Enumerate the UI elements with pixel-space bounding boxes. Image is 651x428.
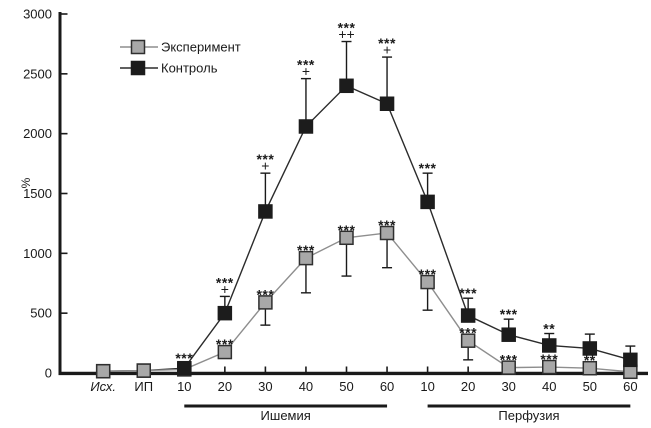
data-point-marker	[542, 359, 557, 375]
x-tick-label: 10	[420, 379, 434, 394]
y-tick-label: 1000	[23, 246, 52, 261]
significance-annotation: +	[261, 158, 269, 174]
significance-annotation: ***	[297, 242, 315, 258]
x-tick-label: ИП	[134, 379, 153, 394]
x-tick-label: 10	[177, 379, 191, 394]
data-point-marker	[582, 360, 598, 376]
x-tick-label: 40	[542, 379, 556, 394]
significance-annotation: ***	[540, 351, 558, 367]
data-point-marker	[542, 338, 557, 353]
x-tick-label: 20	[461, 379, 475, 394]
data-point-marker	[501, 360, 516, 375]
significance-annotation: +	[302, 63, 310, 79]
x-tick-label: 20	[218, 379, 232, 394]
y-tick-label: 500	[30, 306, 52, 321]
significance-annotation: **	[543, 321, 555, 337]
y-tick-label: 1500	[23, 186, 52, 201]
data-point-marker	[623, 352, 638, 368]
significance-annotation: +	[383, 42, 391, 58]
data-point-marker	[95, 363, 111, 379]
data-point-marker	[460, 308, 476, 323]
data-point-marker	[339, 230, 354, 246]
x-tick-label: 30	[501, 379, 515, 394]
significance-annotation: ***	[378, 35, 396, 51]
x-tick-label: 60	[623, 379, 637, 394]
legend-label: Контроль	[161, 61, 218, 76]
significance-annotation: ***	[378, 217, 396, 233]
y-tick-label: 2500	[23, 66, 52, 81]
data-point-marker	[298, 119, 314, 134]
significance-annotation: ***	[256, 151, 274, 167]
data-point-marker	[623, 364, 638, 380]
phase-bracket-label: Ишемия	[261, 408, 311, 423]
data-point-marker	[258, 295, 273, 310]
x-tick-label: Исх.	[90, 379, 116, 394]
data-point-marker	[460, 333, 476, 348]
significance-annotation: ***	[338, 20, 356, 36]
data-point-marker	[217, 305, 233, 321]
legend-marker-icon	[130, 60, 146, 76]
y-axis-title: %	[19, 177, 33, 188]
significance-annotation: +	[221, 281, 229, 297]
y-tick-label: 0	[45, 366, 52, 381]
data-point-marker	[339, 78, 354, 94]
y-tick-label: 3000	[23, 7, 52, 22]
data-point-marker	[420, 274, 435, 290]
significance-annotation: ***	[500, 352, 518, 368]
data-point-marker	[379, 96, 395, 111]
significance-annotation: ***	[459, 285, 477, 301]
significance-annotation: ***	[256, 286, 274, 302]
x-tick-label: 30	[258, 379, 272, 394]
significance-annotation: ***	[500, 306, 518, 322]
data-point-marker	[379, 225, 395, 241]
significance-annotation: ***	[419, 266, 437, 282]
legend-marker-icon	[130, 39, 146, 55]
data-point-marker	[501, 327, 516, 342]
significance-annotation: ***	[297, 57, 315, 73]
data-point-marker	[420, 194, 435, 210]
phase-bracket-label: Перфузия	[498, 408, 559, 423]
data-point-marker	[258, 204, 273, 219]
x-tick-label: 60	[380, 379, 394, 394]
x-tick-label: 50	[583, 379, 597, 394]
y-tick-label: 2000	[23, 126, 52, 141]
significance-annotation: ***	[175, 350, 193, 366]
data-point-marker	[298, 250, 314, 266]
data-point-marker	[217, 344, 233, 360]
significance-annotation: ***	[419, 160, 437, 176]
x-tick-label: 40	[299, 379, 313, 394]
significance-annotation: ***	[216, 274, 234, 290]
data-point-marker	[136, 363, 151, 378]
significance-annotation: **	[584, 352, 596, 368]
legend-label: Эксперимент	[161, 40, 241, 55]
data-point-marker	[177, 360, 192, 376]
significance-annotation: ***	[216, 336, 234, 352]
x-tick-label: 50	[339, 379, 353, 394]
significance-annotation: ***	[338, 222, 356, 238]
significance-annotation: ++	[338, 26, 354, 42]
significance-annotation: ***	[459, 325, 477, 341]
data-point-marker	[582, 341, 598, 356]
